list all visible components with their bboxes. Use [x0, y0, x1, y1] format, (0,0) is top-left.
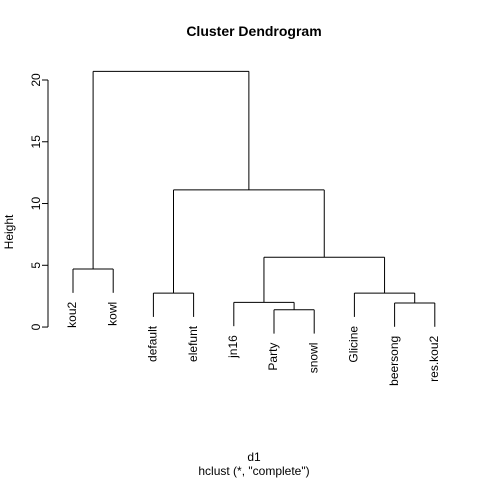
leaf-label: kou2 [65, 302, 79, 328]
leaf-label: elefunt [186, 325, 200, 362]
y-axis-label: Height [2, 214, 16, 249]
leaf-label: Party [266, 343, 280, 371]
x-axis-label: d1 [247, 450, 261, 464]
y-tick-label: 15 [29, 135, 43, 149]
leaf-label: res.kou2 [427, 335, 441, 381]
leaf-label: jn16 [226, 335, 240, 359]
y-tick-label: 5 [29, 262, 43, 269]
leaf-label: Glicine [347, 326, 361, 363]
y-tick-label: 20 [29, 73, 43, 87]
leaf-label: beersong [387, 336, 401, 386]
y-tick-label: 10 [29, 197, 43, 211]
subtitle: hclust (*, "complete") [198, 464, 309, 478]
y-tick-label: 0 [29, 323, 43, 330]
leaf-label: kowl [105, 302, 119, 326]
leaf-label: default [146, 325, 160, 362]
chart-title: Cluster Dendrogram [186, 23, 321, 39]
leaf-label: snowl [306, 343, 320, 374]
